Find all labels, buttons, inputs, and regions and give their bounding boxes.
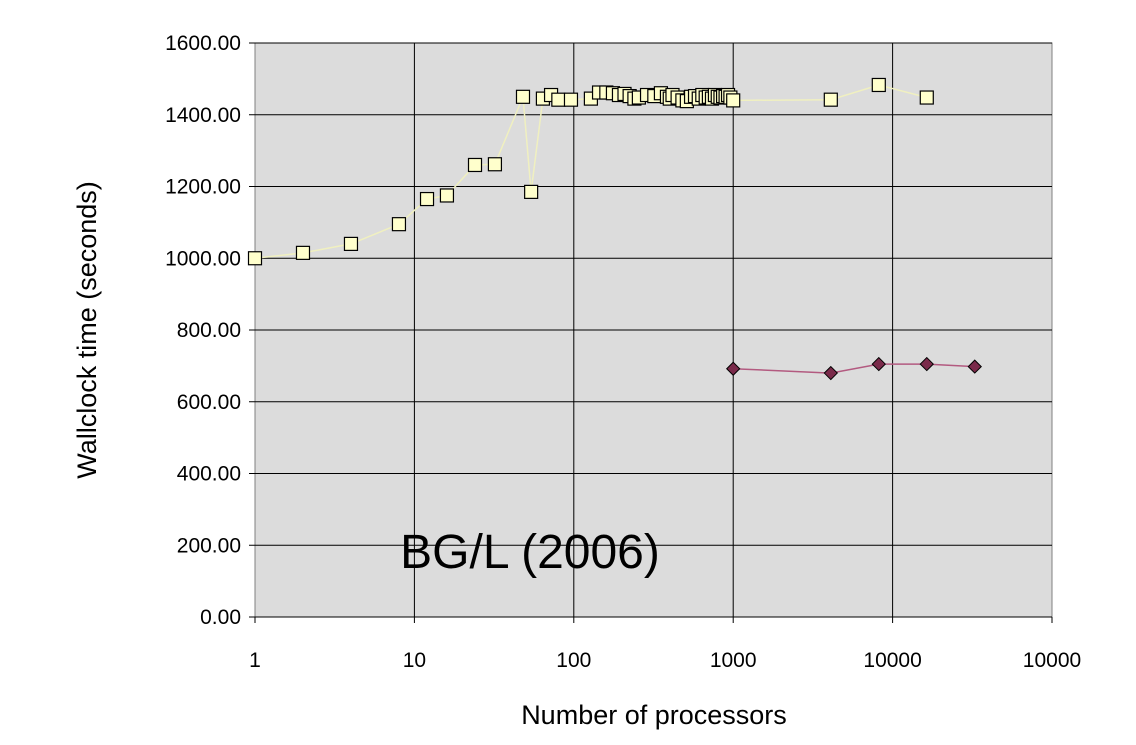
y-tick-label: 1200.00 [165,176,241,199]
y-tick-labels: 0.00 200.00 400.00 600.00 800.00 1000.00 1200.… [165,32,241,629]
y-tick-label: 1600.00 [165,32,241,55]
annotation-label: BG/L (2006) [400,526,660,579]
y-tick-label: 600.00 [177,391,241,414]
data-point [247,251,263,266]
data-point [871,356,887,372]
data-point [823,92,838,107]
data-point [419,191,435,207]
data-point [515,89,531,104]
y-tick-label: 400.00 [177,463,241,486]
data-point [391,217,407,232]
y-tick-label: 1400.00 [165,104,241,127]
data-point [726,93,741,108]
data-point [439,188,455,203]
y-tick-label: 0.00 [200,606,241,629]
x-tick-labels: 1 10 100 1000 10000 10000 [249,649,1081,672]
data-point [823,365,839,381]
data-point [524,184,539,199]
data-point [551,92,566,107]
data-point [919,356,934,372]
y-axis-title: Wallclock time (seconds) [72,181,102,479]
data-point [967,359,982,374]
gridlines [249,42,1053,623]
data-point [467,157,483,173]
data-point [563,92,579,107]
x-tick-label: 10000 [863,649,921,672]
data-point [725,361,741,376]
data-point [295,245,311,260]
x-tick-label: 10 [403,649,426,672]
x-tick-label: 100 [556,649,591,672]
data-point [487,157,503,172]
x-axis-title: Number of processors [521,700,787,730]
data-point [919,90,934,105]
y-tick-label: 1000.00 [165,247,241,270]
series-layer [247,77,982,381]
x-tick-label: 1000 [710,649,757,672]
data-point [871,77,886,93]
series-1 [247,77,934,266]
x-tick-label: 1 [249,649,261,672]
data-point [343,236,359,251]
x-tick-label: 10000 [1023,649,1081,672]
series-2 [725,356,982,381]
y-tick-label: 800.00 [177,319,241,342]
y-tick-label: 200.00 [177,534,241,557]
